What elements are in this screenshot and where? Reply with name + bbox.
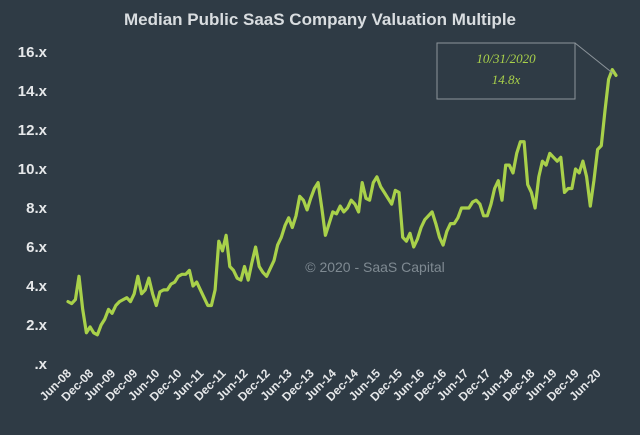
x-axis: Jun-08Dec-08Jun-09Dec-09Jun-10Dec-10Jun-… (37, 366, 604, 404)
y-axis: .x 2.x 4.x 6.x 8.x 10.x 12.x 14.x 16.x (18, 44, 48, 373)
callout-value: 14.8x (492, 72, 521, 87)
y-tick-label: 16.x (18, 44, 48, 61)
y-tick-label: 6.x (26, 239, 48, 256)
valuation-series-line (66, 67, 618, 337)
y-tick-label: 4.x (26, 278, 48, 295)
copyright-watermark: © 2020 - SaaS Capital (305, 259, 445, 275)
y-tick-label: 14.x (18, 83, 48, 100)
plot-area (66, 67, 618, 337)
y-tick-label: 8.x (26, 200, 48, 217)
callout-date: 10/31/2020 (476, 51, 536, 66)
y-tick-label: 2.x (26, 317, 48, 334)
last-value-callout: 10/31/2020 14.8x (436, 42, 614, 100)
y-tick-label: .x (34, 356, 47, 373)
chart-title: Median Public SaaS Company Valuation Mul… (124, 10, 516, 29)
callout-box (436, 42, 576, 100)
callout-leader-line (574, 42, 614, 74)
y-tick-label: 12.x (18, 122, 48, 139)
y-tick-label: 10.x (18, 161, 48, 178)
